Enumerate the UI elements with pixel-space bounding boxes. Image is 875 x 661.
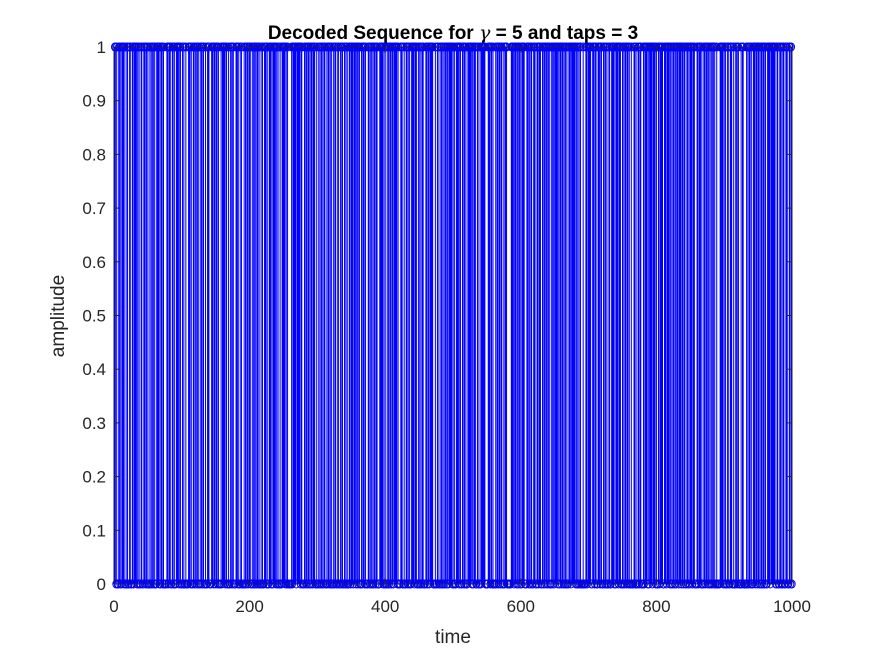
x-tick-label: 200 [235, 597, 263, 616]
x-axis-label: time [435, 627, 471, 648]
y-tick-label: 0.7 [82, 199, 106, 218]
y-tick-label: 0.1 [82, 521, 106, 540]
y-axis-label: amplitude [48, 275, 69, 357]
y-tick-label: 0.3 [82, 414, 106, 433]
title-suffix: = 5 and taps = 3 [490, 23, 638, 44]
y-tick-label: 0.2 [82, 468, 106, 487]
x-tick-label: 800 [642, 597, 670, 616]
x-tick-label: 1000 [773, 597, 811, 616]
x-tick-label: 600 [507, 597, 535, 616]
y-tick-label: 0 [97, 575, 106, 594]
gamma-symbol: γ [479, 22, 491, 44]
stem-lines [114, 47, 792, 584]
y-tick-label: 0.5 [82, 307, 106, 326]
y-tick-label: 0.8 [82, 145, 106, 164]
x-tick-label: 400 [371, 597, 399, 616]
y-tick-label: 0.9 [82, 92, 106, 111]
title-prefix: Decoded Sequence for [268, 23, 479, 44]
ticks: 0 200 400 600 800 1000 0 0.1 0.2 0.3 0.4 0.5 0.6 0.7 0… [82, 38, 811, 616]
x-tick-label: 0 [109, 597, 118, 616]
chart-title: Decoded Sequence for γ = 5 and taps = 3 [268, 22, 638, 44]
y-tick-label: 0.4 [82, 360, 106, 379]
y-tick-label: 1 [97, 38, 106, 57]
y-tick-label: 0.6 [82, 253, 106, 272]
